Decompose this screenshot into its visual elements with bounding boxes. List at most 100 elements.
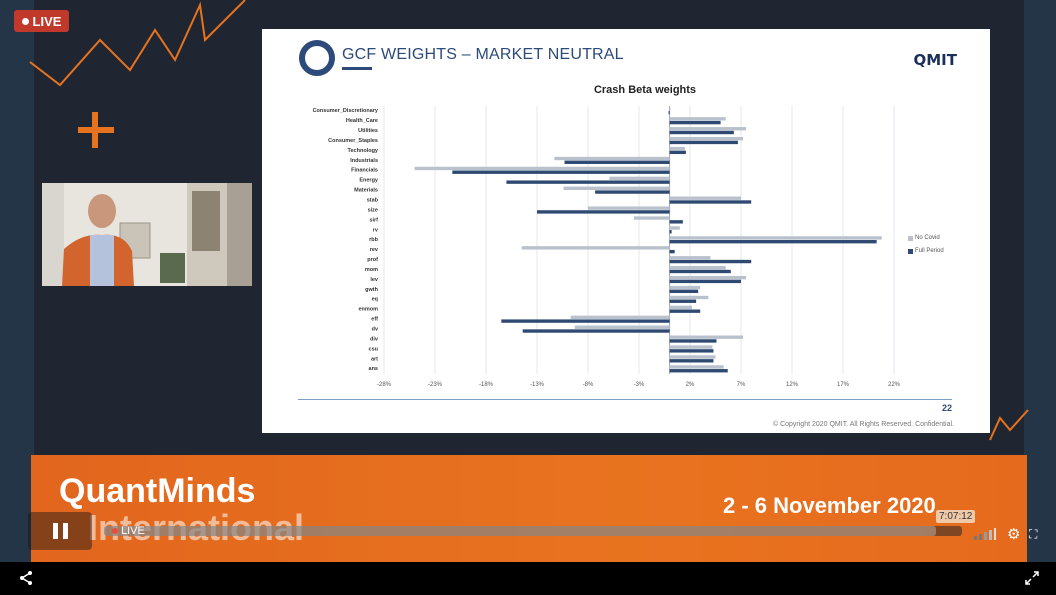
chart-x-tick-label: -8%	[583, 382, 594, 388]
chart-category-label: Financials	[351, 168, 378, 174]
chart-bar-no-covid	[669, 295, 709, 300]
chart-category-label: prof	[367, 257, 378, 263]
chart-bars	[414, 107, 882, 373]
chart-bar-full-period	[669, 269, 731, 274]
expand-icon[interactable]	[1024, 570, 1040, 586]
presentation-slide: GCF WEIGHTS – MARKET NEUTRAL QMIT Crash …	[262, 29, 990, 433]
chart-category-label: Health_Care	[346, 118, 378, 124]
chart-category-label: Utilities	[358, 128, 378, 134]
bottom-toolbar	[0, 562, 1056, 595]
chart-bar-full-period	[669, 120, 721, 125]
chart-category-label: rev	[370, 247, 379, 253]
chart-bar-no-covid	[554, 156, 670, 161]
progress-fill	[104, 526, 937, 536]
chart-bar-no-covid	[563, 186, 670, 190]
chart-x-tick-label: -13%	[530, 382, 545, 388]
stock-line-decoration	[29, 0, 246, 87]
chart-x-tick-label: -3%	[634, 382, 645, 388]
chart-bar-full-period	[669, 150, 686, 155]
chart-bar-full-period	[522, 329, 670, 333]
chart-category-label: Industrials	[350, 158, 378, 164]
chart-x-tick-label: -18%	[479, 382, 494, 388]
legend-entry-no-covid: No Covid	[908, 235, 940, 241]
live-badge-label: LIVE	[32, 13, 62, 29]
chart-bar-full-period	[669, 130, 734, 135]
chart-category-label: gwth	[365, 287, 378, 293]
chart-bar-full-period	[669, 240, 877, 244]
chart-category-label: Materials	[354, 188, 378, 194]
chart-bar-no-covid	[521, 246, 670, 250]
chart-category-label: size	[368, 207, 378, 213]
event-name-line1: QuantMinds	[59, 472, 256, 510]
legend-entry-full-period: Full Period	[908, 248, 944, 254]
chart-x-tick-label: -28%	[377, 382, 392, 388]
chart-bar-no-covid	[669, 266, 726, 270]
presenter-webcam	[42, 183, 252, 286]
chart-bar-full-period	[668, 110, 670, 115]
chart-category-label: eq	[372, 297, 378, 303]
chart-x-tick-label: 17%	[837, 382, 850, 388]
title-underline	[342, 67, 372, 70]
chart-title: Crash Beta weights	[593, 84, 697, 96]
chart-category-label: Consumer_Discretionary	[313, 108, 379, 114]
chart-category-label: eff	[371, 317, 378, 323]
chart-bar-full-period	[452, 170, 670, 174]
chart-category-label: div	[370, 336, 379, 342]
progress-bar[interactable]: LIVE 7:07:12	[104, 510, 976, 537]
plus-icon	[78, 112, 114, 148]
chart-bar-full-period	[564, 160, 670, 164]
chart-bar-full-period	[669, 220, 683, 224]
chart-category-label: stab	[367, 197, 379, 203]
chart-category-label: Consumer_Staples	[328, 138, 378, 144]
chart-bar-full-period	[501, 319, 670, 323]
chart-bar-no-covid	[669, 146, 685, 151]
chart-bar-no-covid	[669, 117, 726, 121]
gear-icon[interactable]: ⚙	[1007, 526, 1021, 543]
chart-category-label: csu	[369, 346, 378, 352]
ring-logo-icon	[299, 40, 335, 76]
chart-x-tick-label: 22%	[888, 382, 901, 388]
share-icon[interactable]	[18, 570, 34, 586]
chart-category-label: ans	[369, 366, 378, 372]
chart-category-label: rbb	[369, 237, 379, 243]
chart-category-labels: Consumer_Discretionary Health_Care Utiliti…	[313, 108, 379, 372]
chart-bar-full-period	[669, 230, 672, 234]
signal-quality-icon[interactable]	[974, 528, 996, 540]
fullscreen-icon[interactable]: ⛶	[1029, 527, 1038, 541]
chart-bar-no-covid	[669, 107, 671, 111]
chart-bar-full-period	[669, 349, 714, 353]
live-badge: LIVE	[14, 10, 69, 32]
chart-bar-no-covid	[669, 285, 701, 290]
legend-swatch-no-covid	[908, 235, 913, 241]
chart-bar-no-covid	[669, 365, 724, 369]
progress-live-label: LIVE	[121, 525, 145, 537]
chart-bar-no-covid	[669, 355, 716, 359]
chart-category-label: mom	[365, 267, 378, 273]
chart-bar-full-period	[669, 279, 741, 284]
pause-button[interactable]	[28, 512, 92, 550]
chart-bar-no-covid	[570, 315, 670, 320]
slide-copyright: © Copyright 2020 QMIT. All Rights Reserv…	[772, 421, 954, 428]
player-controls: LIVE 7:07:12 ⚙ ⛶	[14, 510, 1044, 552]
chart-bar-full-period	[669, 309, 701, 313]
legend-label-full-period: Full Period	[915, 248, 944, 254]
chart-x-ticks: -28% -23% -18% -13% -8% -3% 2% 7% 12% 17% 22%	[377, 382, 901, 388]
chart-category-label: enmom	[358, 307, 378, 313]
event-dates: 2 - 6 November 2020	[723, 493, 936, 518]
pause-icon-bar-left	[52, 523, 58, 539]
chart-bar-full-period	[669, 249, 675, 254]
chart-bar-no-covid	[669, 127, 747, 131]
chart-x-tick-label: 12%	[786, 382, 799, 388]
crash-beta-chart: Consumer_Discretionary Health_Care Utiliti…	[313, 106, 901, 388]
chart-x-tick-label: 2%	[686, 382, 695, 388]
chart-category-label: art	[371, 356, 378, 362]
chart-x-tick-label: -23%	[428, 382, 443, 388]
presenter-video-frame	[42, 183, 252, 286]
chart-x-tick-label: 7%	[737, 382, 746, 388]
chart-bar-full-period	[669, 339, 717, 343]
chart-bar-no-covid	[669, 236, 882, 240]
chart-bar-no-covid	[669, 226, 680, 230]
slide-page-number: 22	[941, 403, 952, 413]
chart-bar-no-covid	[669, 335, 744, 339]
chart-bar-no-covid	[588, 206, 670, 210]
